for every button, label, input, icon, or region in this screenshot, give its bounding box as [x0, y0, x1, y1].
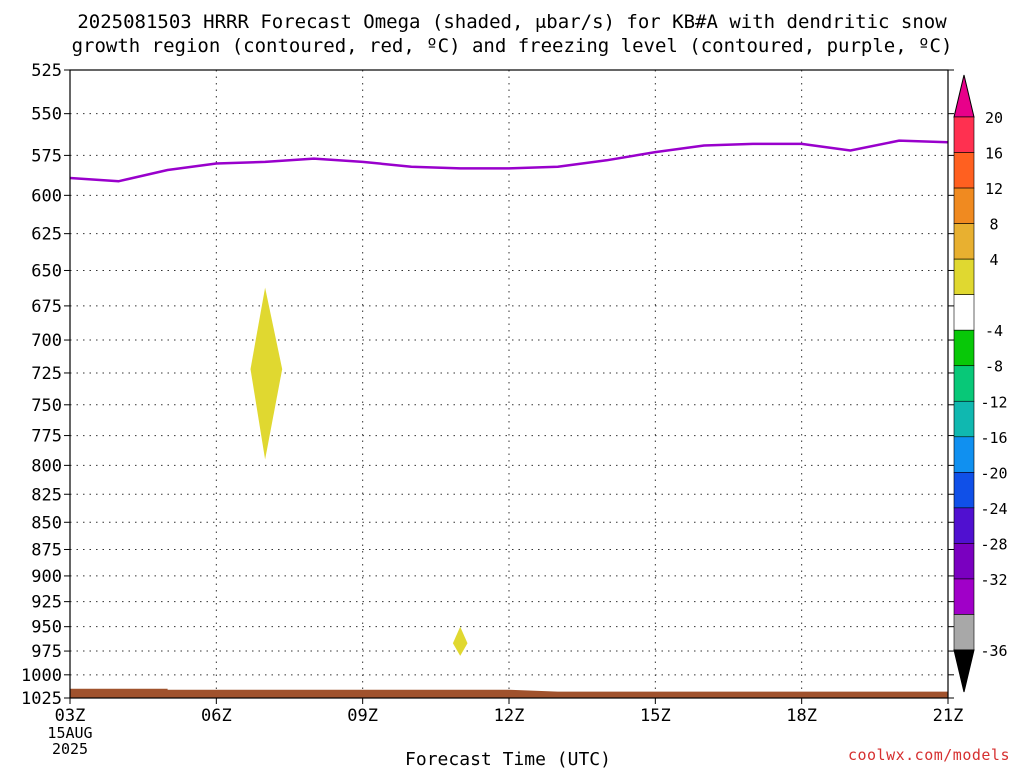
colorbar: 20 16 12 8 4 -4 -8 -12 -16 -20 -24 -28 -32 -36 — [953, 74, 1008, 693]
colorbar-label: -20 — [980, 464, 1007, 482]
omega-shaded-area — [452, 626, 468, 656]
x-tick-date: 15AUG — [47, 724, 92, 742]
chart-title-line-2: growth region (contoured, red, ºC) and f… — [71, 35, 953, 57]
y-axis: 525 550 575 600 625 650 675 700 725 750 775 800 825 8… — [21, 61, 954, 709]
colorbar-swatch — [953, 614, 975, 651]
x-tick-label: 12Z — [494, 706, 525, 726]
y-tick-label: 550 — [31, 105, 62, 125]
colorbar-swatch — [953, 294, 975, 331]
colorbar-label: -16 — [980, 429, 1007, 447]
y-tick-label: 900 — [31, 567, 62, 587]
colorbar-swatch — [953, 543, 975, 580]
omega-shaded-area — [250, 287, 283, 460]
x-tick-label: 06Z — [201, 706, 232, 726]
y-tick-label: 525 — [31, 61, 62, 81]
colorbar-label: -24 — [980, 500, 1007, 518]
colorbar-top-arrow — [953, 74, 975, 118]
credit-text: coolwx.com/models — [847, 746, 1010, 764]
y-tick-label: 825 — [31, 485, 62, 505]
x-tick-label: 18Z — [786, 706, 817, 726]
freezing-level-line — [69, 139, 949, 183]
colorbar-swatch — [953, 329, 975, 367]
y-tick-label: 950 — [31, 618, 62, 638]
colorbar-swatch — [953, 187, 975, 224]
colorbar-label: -4 — [985, 322, 1003, 340]
colorbar-swatch — [953, 507, 975, 544]
colorbar-swatch — [953, 472, 975, 509]
y-tick-label: 1000 — [21, 666, 62, 686]
contour-lines — [69, 139, 949, 183]
colorbar-swatch — [953, 223, 975, 260]
y-tick-label: 850 — [31, 513, 62, 533]
y-tick-label: 875 — [31, 540, 62, 560]
y-tick-label: 700 — [31, 331, 62, 351]
surface-terrain — [70, 688, 948, 698]
y-tick-label: 650 — [31, 261, 62, 281]
colorbar-label: 8 — [989, 216, 998, 234]
colorbar-swatch — [953, 152, 975, 189]
colorbar-label: -28 — [980, 535, 1007, 553]
colorbar-bottom-arrow — [953, 649, 975, 693]
colorbar-swatch — [953, 578, 975, 615]
y-tick-label: 575 — [31, 146, 62, 166]
colorbar-label: 20 — [985, 109, 1003, 127]
y-tick-label: 600 — [31, 186, 62, 206]
y-tick-label: 800 — [31, 456, 62, 476]
x-axis-label: Forecast Time (UTC) — [405, 749, 611, 768]
colorbar-label: -8 — [985, 358, 1003, 376]
colorbar-swatch — [953, 436, 975, 473]
colorbar-label: -12 — [980, 393, 1007, 411]
omega-shading — [70, 287, 948, 698]
colorbar-label: 4 — [989, 251, 998, 269]
colorbar-swatch — [953, 400, 975, 438]
x-tick-label: 15Z — [640, 706, 671, 726]
x-tick-label: 03Z — [55, 706, 86, 726]
colorbar-label: -32 — [980, 571, 1007, 589]
colorbar-swatch — [953, 365, 975, 402]
colorbar-label: 12 — [985, 180, 1003, 198]
x-tick-label: 09Z — [347, 706, 378, 726]
y-tick-label: 925 — [31, 593, 62, 613]
x-tick-label: 21Z — [933, 706, 964, 726]
colorbar-swatch — [953, 116, 975, 153]
y-tick-label: 675 — [31, 297, 62, 317]
y-tick-label: 750 — [31, 396, 62, 416]
y-tick-label: 975 — [31, 642, 62, 662]
colorbar-swatch — [953, 258, 975, 295]
y-tick-label: 775 — [31, 427, 62, 447]
chart-title-line-1: 2025081503 HRRR Forecast Omega (shaded, … — [77, 11, 947, 33]
y-tick-label: 625 — [31, 225, 62, 245]
colorbar-label: 16 — [985, 145, 1003, 163]
x-tick-year: 2025 — [52, 740, 88, 758]
colorbar-label: -36 — [980, 642, 1007, 660]
y-tick-label: 725 — [31, 364, 62, 384]
y-tick-label: 1025 — [21, 689, 62, 709]
